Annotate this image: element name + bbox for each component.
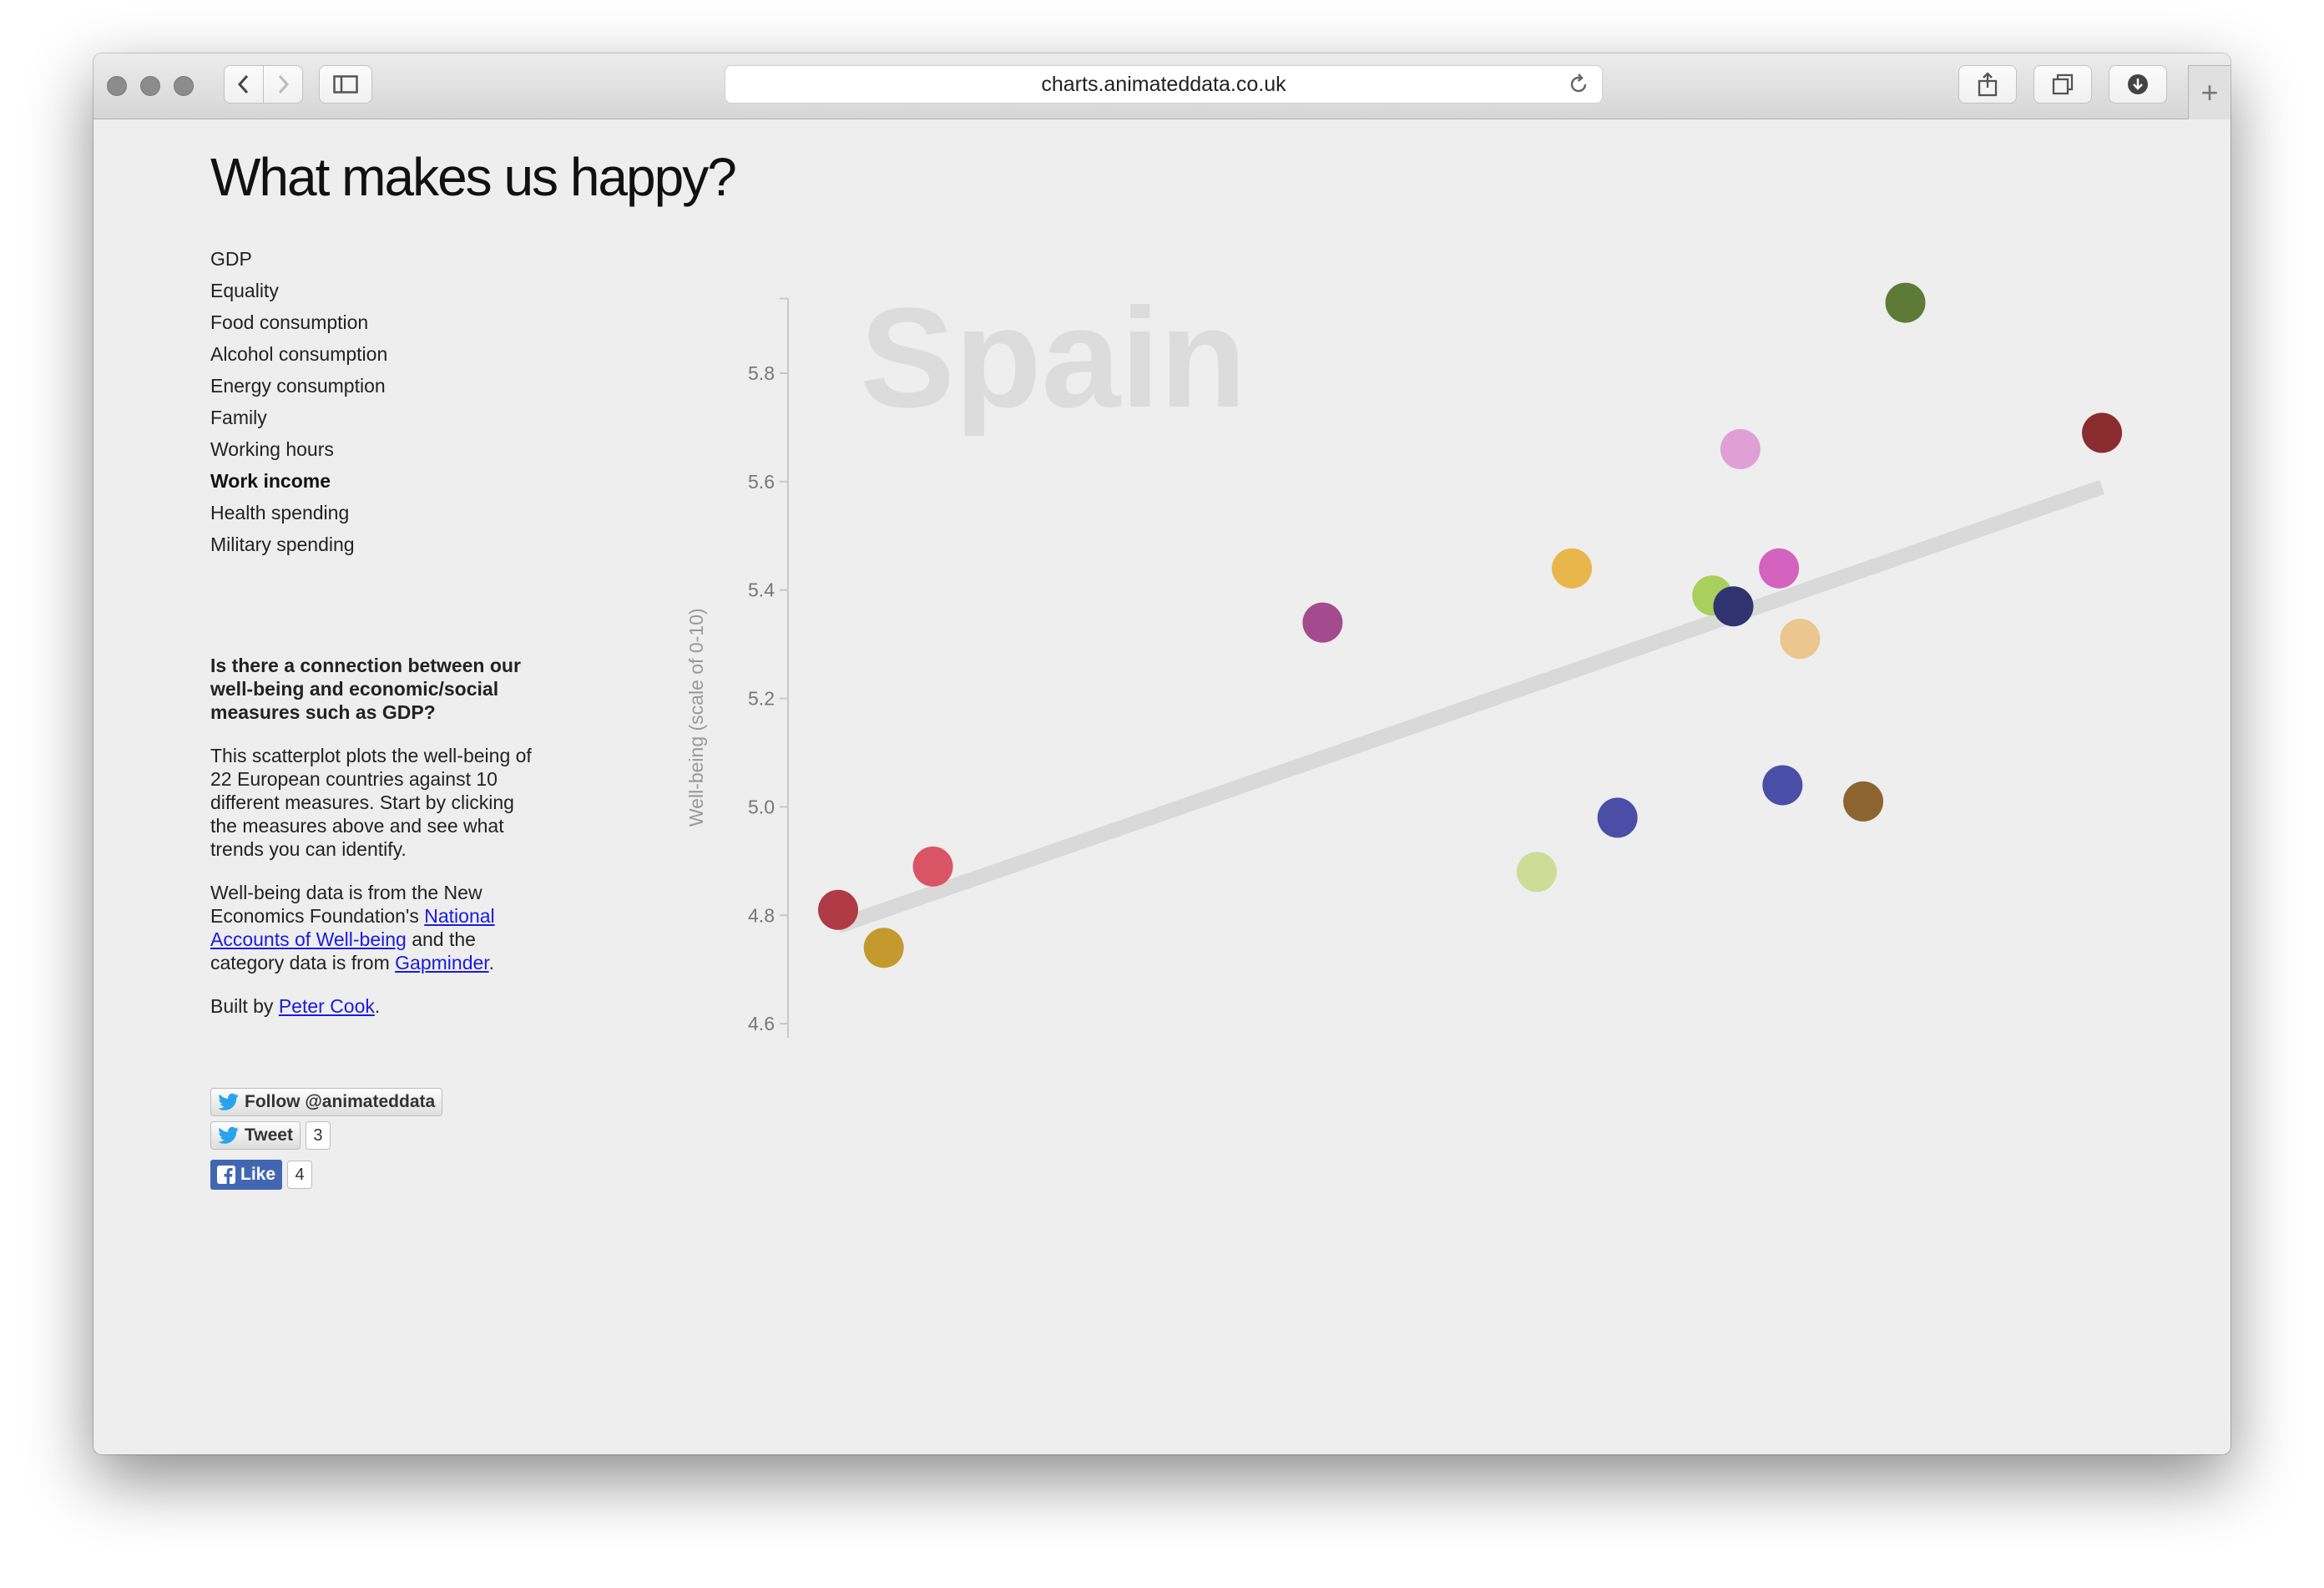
menu-item-equality[interactable]: Equality xyxy=(210,280,279,301)
data-point[interactable] xyxy=(1843,781,1884,822)
address-bar[interactable]: charts.animateddata.co.uk xyxy=(725,65,1603,104)
sidebar-toggle-button[interactable] xyxy=(319,65,372,104)
page-title: What makes us happy? xyxy=(210,147,737,207)
menu-item-work-income[interactable]: Work income xyxy=(210,470,331,492)
twitter-follow-button[interactable]: Follow @animateddata xyxy=(210,1088,443,1116)
browser-window: charts.animateddata.co.uk + What makes u… xyxy=(93,53,2231,1454)
follow-label: Follow @animateddata xyxy=(245,1092,436,1111)
gapminder-link[interactable]: Gapminder xyxy=(395,952,489,974)
reload-button[interactable] xyxy=(1567,73,1590,102)
y-tick-label: 5.4 xyxy=(748,579,775,601)
tweet-count: 3 xyxy=(305,1121,331,1150)
forward-button[interactable] xyxy=(263,65,303,104)
menu-item-military-spending[interactable]: Military spending xyxy=(210,534,355,555)
author-link[interactable]: Peter Cook xyxy=(278,995,375,1017)
question-heading: Is there a connection between our well-b… xyxy=(210,655,521,723)
menu-item-energy-consumption[interactable]: Energy consumption xyxy=(210,375,386,397)
country-label: Spain xyxy=(860,279,1246,437)
data-point[interactable] xyxy=(1780,619,1821,660)
data-point[interactable] xyxy=(1713,586,1754,627)
built-by: Built by Peter Cook. xyxy=(210,994,544,1018)
y-tick-label: 5.2 xyxy=(748,688,775,710)
menu-item-alcohol-consumption[interactable]: Alcohol consumption xyxy=(210,343,388,365)
data-point[interactable] xyxy=(1759,548,1800,589)
tweet-label: Tweet xyxy=(245,1125,293,1145)
data-point[interactable] xyxy=(863,928,904,968)
social-buttons: Follow @animateddata Tweet 3 Like 4 xyxy=(210,1088,443,1195)
minimize-window-button[interactable] xyxy=(140,76,160,96)
y-axis-label: Well-being (scale of 0-10) xyxy=(685,608,707,827)
new-tab-button[interactable]: + xyxy=(2188,65,2231,119)
menu-item-working-hours[interactable]: Working hours xyxy=(210,438,334,460)
data-point[interactable] xyxy=(818,889,858,930)
sidebar-icon xyxy=(333,75,358,94)
data-point[interactable] xyxy=(2082,412,2123,453)
scatter-chart: Spain4.44.64.85.05.25.45.65.8Well-being … xyxy=(685,279,2123,1038)
tabs-icon xyxy=(2052,73,2074,95)
twitter-bird-icon xyxy=(218,1093,239,1110)
sources-text-3: . xyxy=(488,952,495,974)
menu-item-food-consumption[interactable]: Food consumption xyxy=(210,311,369,333)
reload-icon xyxy=(1570,73,1587,93)
zoom-window-button[interactable] xyxy=(174,76,194,96)
data-point[interactable] xyxy=(1762,765,1803,806)
chevron-left-icon xyxy=(237,74,249,94)
url-text: charts.animateddata.co.uk xyxy=(1041,72,1286,96)
sources-text: Well-being data is from the New Economic… xyxy=(210,882,482,927)
y-tick-label: 5.8 xyxy=(748,362,775,384)
description: Is there a connection between our well-b… xyxy=(210,654,544,1038)
data-point[interactable] xyxy=(1885,282,1926,323)
close-window-button[interactable] xyxy=(107,76,127,96)
built-by-text: Built by xyxy=(210,995,279,1017)
y-tick-label: 4.6 xyxy=(748,1013,775,1034)
intro-paragraph: This scatterplot plots the well-being of… xyxy=(210,745,532,860)
facebook-like-button[interactable]: Like xyxy=(210,1160,283,1190)
data-point[interactable] xyxy=(1720,428,1761,469)
plus-icon: + xyxy=(2200,75,2219,109)
sources-paragraph: Well-being data is from the New Economic… xyxy=(210,881,544,974)
facebook-icon xyxy=(217,1166,235,1184)
data-point[interactable] xyxy=(912,846,953,887)
data-point[interactable] xyxy=(1551,548,1592,589)
sources-text-2: and the category data is from xyxy=(210,928,476,974)
y-tick-label: 5.0 xyxy=(748,796,775,817)
tweet-button[interactable]: Tweet xyxy=(210,1121,301,1150)
share-icon xyxy=(1978,72,1998,97)
chevron-right-icon xyxy=(278,74,290,94)
like-label: Like xyxy=(240,1165,276,1184)
share-button[interactable] xyxy=(1958,65,2017,104)
built-by-suffix: . xyxy=(374,995,381,1017)
data-point[interactable] xyxy=(1302,602,1343,643)
download-icon xyxy=(2128,74,2148,94)
menu-item-gdp[interactable]: GDP xyxy=(210,248,252,270)
nef-link[interactable]: National Accounts of Well-being xyxy=(210,905,495,950)
tabs-overview-button[interactable] xyxy=(2034,65,2092,104)
menu-item-family[interactable]: Family xyxy=(210,407,267,428)
y-tick-label: 5.6 xyxy=(748,471,775,493)
back-button[interactable] xyxy=(224,65,264,104)
trend-line xyxy=(836,479,2105,933)
like-count: 4 xyxy=(287,1161,313,1189)
page-content: What makes us happy? GDP Equality Food con… xyxy=(93,119,2231,1454)
menu-item-health-spending[interactable]: Health spending xyxy=(210,502,350,523)
twitter-bird-icon xyxy=(218,1126,239,1144)
downloads-button[interactable] xyxy=(2109,65,2167,104)
browser-toolbar: charts.animateddata.co.uk + xyxy=(93,53,2231,119)
data-point[interactable] xyxy=(1516,852,1557,893)
y-tick-label: 4.8 xyxy=(748,904,775,926)
data-point[interactable] xyxy=(1597,797,1638,838)
measure-menu: GDP Equality Food consumption Alcohol consu… xyxy=(210,243,387,560)
